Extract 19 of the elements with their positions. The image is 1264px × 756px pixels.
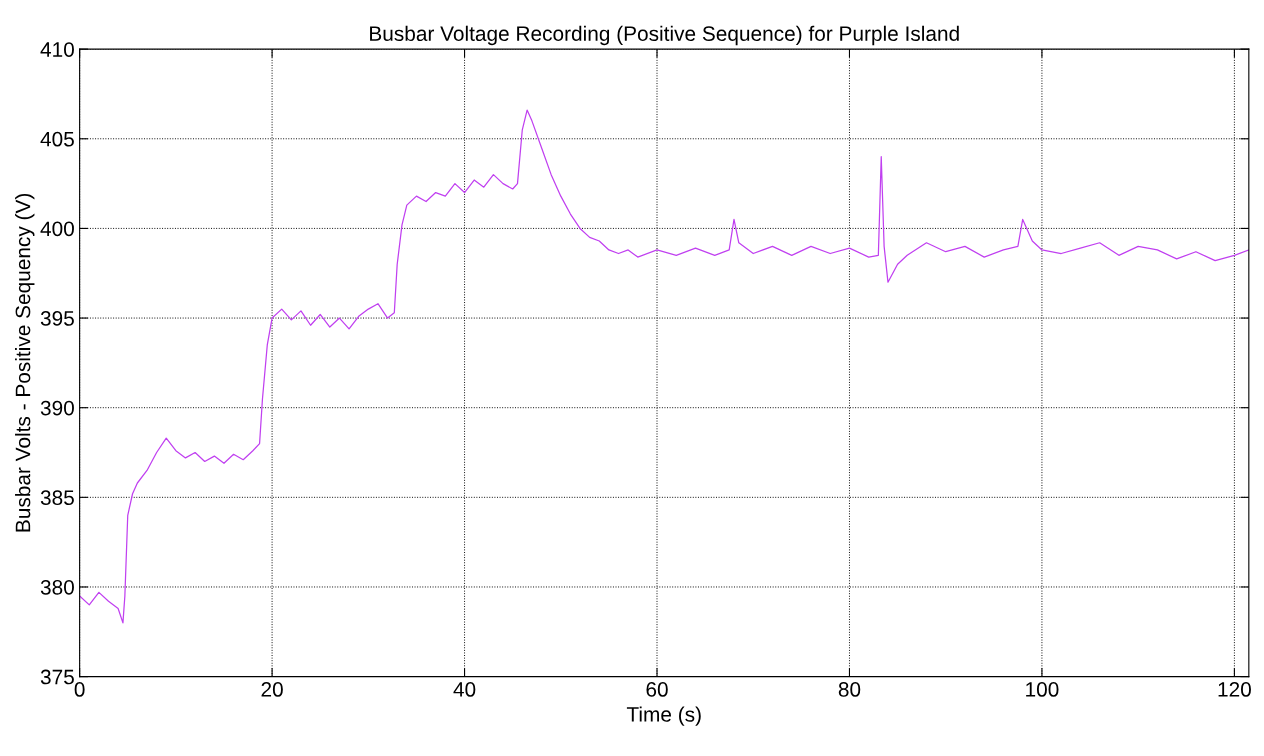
line-series	[79, 109, 1249, 624]
x-axis-title: Time (s)	[626, 706, 701, 726]
x-tick-label: 20	[261, 682, 283, 697]
y-tick-label: 390	[40, 400, 74, 416]
x-tick-label: 40	[453, 682, 476, 697]
y-tick-label: 375	[40, 669, 74, 685]
y-tick-label: 400	[40, 221, 74, 237]
x-tick-label: 80	[838, 682, 861, 697]
y-tick-label: 385	[40, 490, 74, 506]
chart-title: Busbar Voltage Recording (Positive Sequence) for Purple Island	[370, 25, 959, 46]
y-tick-label: 380	[40, 579, 74, 595]
x-tick-label: 100	[1026, 682, 1059, 697]
x-tick-label: 0	[74, 682, 85, 697]
x-tick-label: 120	[1218, 682, 1251, 697]
y-tick-label: 405	[40, 131, 74, 147]
y-tick-label: 410	[40, 42, 74, 57]
y-tick-label: 395	[40, 311, 74, 326]
x-tick-label: 60	[646, 682, 668, 697]
y-axis-title: Busbar Volts - Positive Sequency (V)	[15, 193, 35, 532]
